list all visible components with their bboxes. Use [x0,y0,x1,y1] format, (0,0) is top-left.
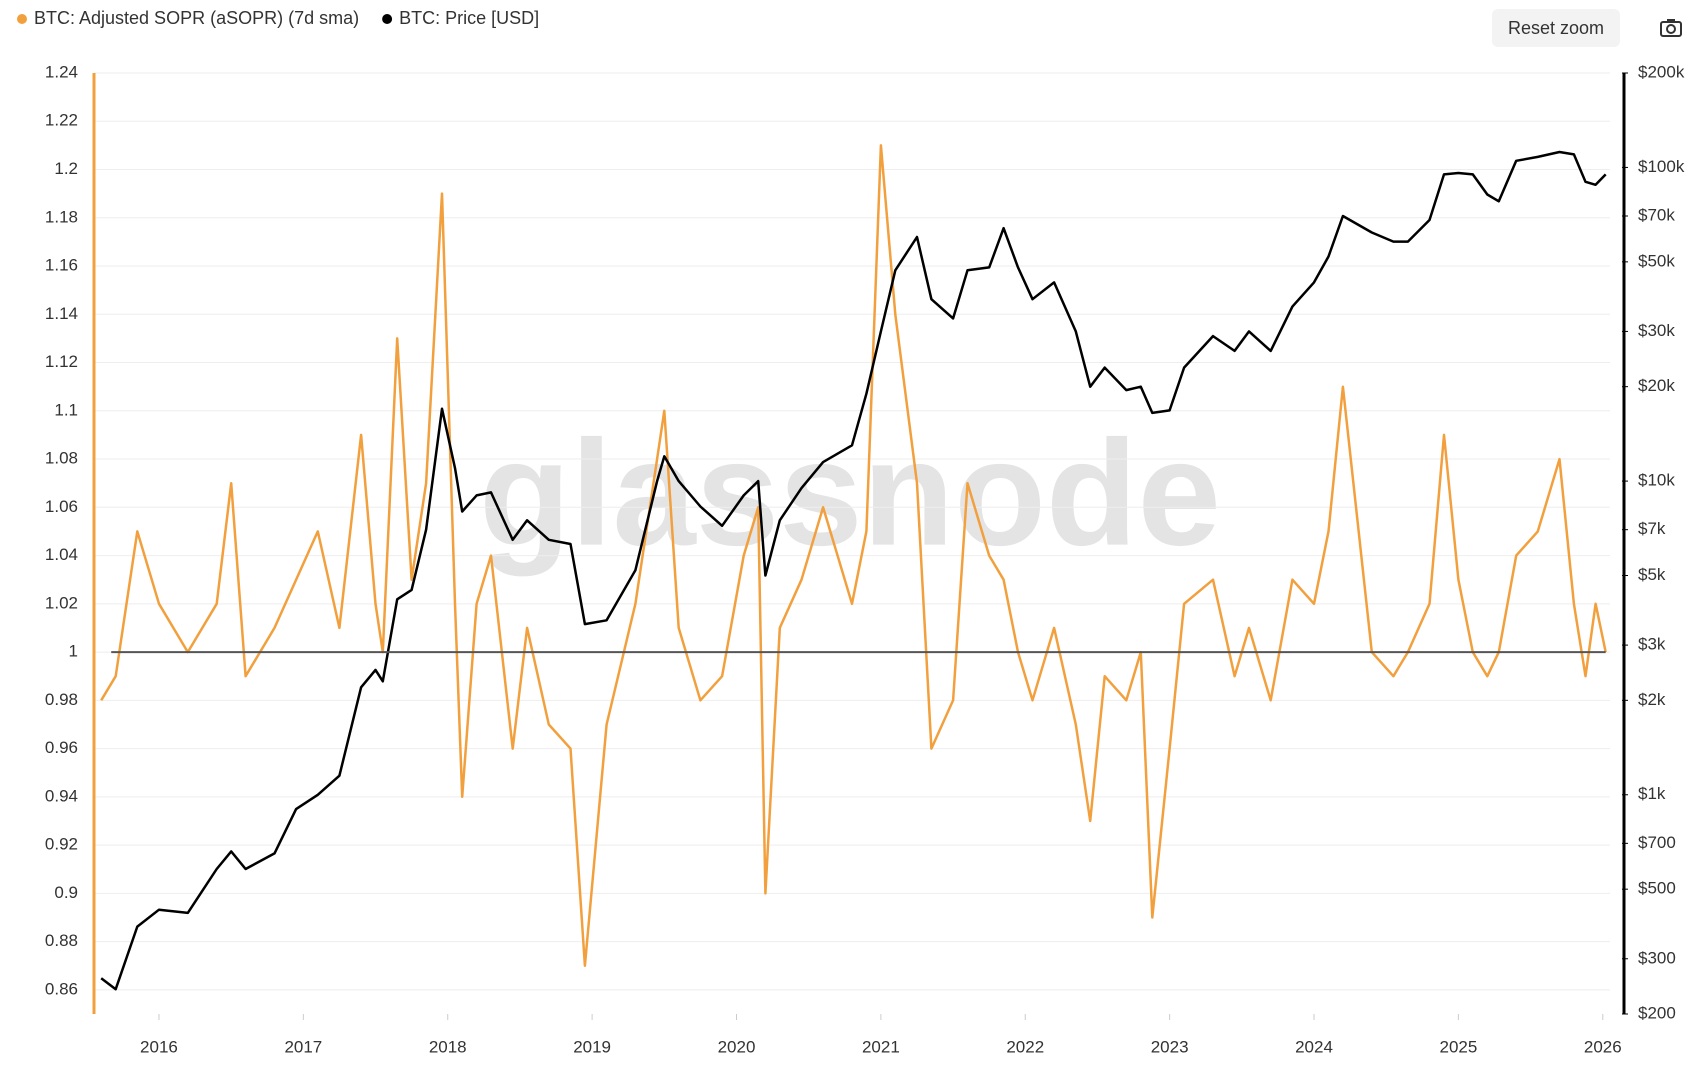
y-tick-label: 1.04 [45,545,78,564]
y-tick-label: 1.06 [45,497,78,516]
x-tick-label: 2018 [429,1037,467,1056]
y-tick-label: 1 [69,642,78,661]
y2-tick-label: $20k [1638,376,1675,395]
y2-tick-label: $500 [1638,879,1676,898]
y-tick-label: 1.02 [45,593,78,612]
x-tick-label: 2021 [862,1037,900,1056]
y-tick-label: 1.14 [45,304,78,323]
screenshot-button[interactable] [1652,9,1690,47]
y-tick-label: 0.92 [45,835,78,854]
x-tick-label: 2025 [1439,1037,1477,1056]
x-tick-label: 2017 [284,1037,322,1056]
y-tick-label: 0.94 [45,786,78,805]
y-tick-label: 0.98 [45,690,78,709]
legend-label: BTC: Price [USD] [399,8,539,28]
y2-tick-label: $300 [1638,948,1676,967]
y2-tick-label: $30k [1638,321,1675,340]
x-tick-label: 2024 [1295,1037,1333,1056]
x-tick-label: 2016 [140,1037,178,1056]
y-tick-label: 1.2 [54,159,78,178]
y2-tick-label: $3k [1638,635,1666,654]
reset-zoom-button[interactable]: Reset zoom [1492,9,1620,47]
y-tick-label: 0.88 [45,931,78,950]
y-tick-label: 0.96 [45,738,78,757]
y2-tick-label: $7k [1638,519,1666,538]
series-line [100,144,1607,967]
y-tick-label: 0.86 [45,979,78,998]
y2-tick-label: $1k [1638,784,1666,803]
series-line [100,150,1607,991]
camera-icon [1660,19,1682,37]
x-tick-label: 2022 [1006,1037,1044,1056]
legend: BTC: Adjusted SOPR (aSOPR) (7d sma) BTC: … [17,8,539,28]
y-tick-label: 1.22 [45,111,78,130]
legend-label: BTC: Adjusted SOPR (aSOPR) (7d sma) [34,8,359,28]
watermark: glassnode [479,409,1221,577]
y2-tick-label: $5k [1638,565,1666,584]
y2-tick-label: $70k [1638,205,1675,224]
y-tick-label: 1.18 [45,207,78,226]
y2-tick-label: $10k [1638,471,1675,490]
y-tick-label: 1.1 [54,400,78,419]
y-tick-label: 1.24 [45,62,78,81]
x-tick-label: 2020 [718,1037,756,1056]
x-tick-label: 2019 [573,1037,611,1056]
y-tick-label: 0.9 [54,883,78,902]
y2-tick-label: $200 [1638,1003,1676,1022]
y2-tick-label: $700 [1638,833,1676,852]
y-tick-label: 1.08 [45,449,78,468]
y2-tick-label: $2k [1638,690,1666,709]
y2-tick-label: $100k [1638,157,1685,176]
legend-marker [17,14,27,24]
legend-marker [382,14,393,24]
y2-tick-label: $200k [1638,62,1685,81]
x-tick-label: 2023 [1151,1037,1189,1056]
y-tick-label: 1.16 [45,256,78,275]
y-tick-label: 1.12 [45,352,78,371]
x-tick-label: 2026 [1584,1037,1622,1056]
y2-tick-label: $50k [1638,251,1675,270]
